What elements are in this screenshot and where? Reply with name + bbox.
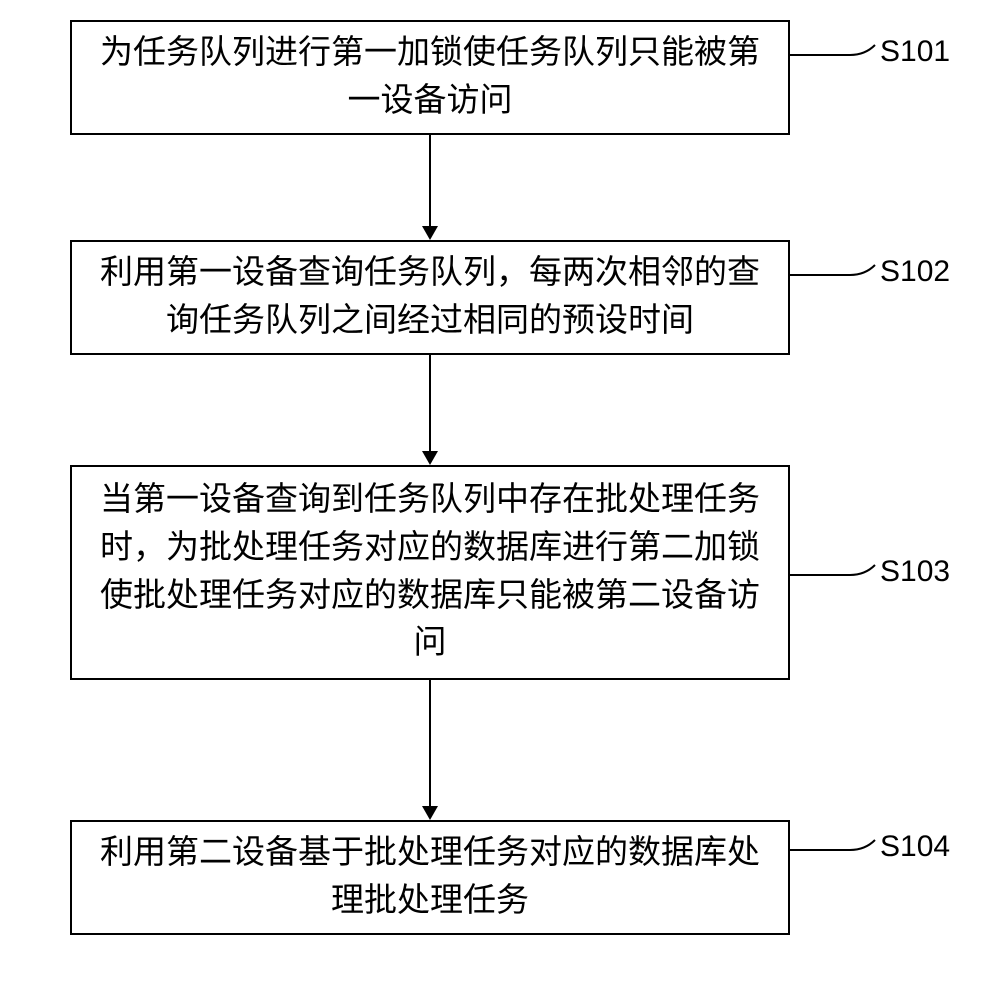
label-connector-4 [790,830,880,870]
step-text-4: 利用第二设备基于批处理任务对应的数据库处理批处理任务 [97,830,763,926]
step-label-4: S104 [880,830,950,864]
arrow-head-1 [422,226,438,240]
label-connector-1 [790,35,880,75]
step-text-2: 利用第一设备查询任务队列，每两次相邻的查询任务队列之间经过相同的预设时间 [97,250,763,346]
label-connector-2 [790,255,880,295]
flowchart-container: 为任务队列进行第一加锁使任务队列只能被第一设备访问 S101 利用第一设备查询任… [0,0,1000,998]
step-text-3: 当第一设备查询到任务队列中存在批处理任务时，为批处理任务对应的数据库进行第二加锁… [97,477,763,668]
step-box-3: 当第一设备查询到任务队列中存在批处理任务时，为批处理任务对应的数据库进行第二加锁… [70,465,790,680]
arrow-head-2 [422,451,438,465]
arrow-head-3 [422,806,438,820]
arrow-line-2 [429,355,431,453]
step-box-2: 利用第一设备查询任务队列，每两次相邻的查询任务队列之间经过相同的预设时间 [70,240,790,355]
step-box-4: 利用第二设备基于批处理任务对应的数据库处理批处理任务 [70,820,790,935]
step-text-1: 为任务队列进行第一加锁使任务队列只能被第一设备访问 [97,30,763,126]
step-label-3: S103 [880,555,950,589]
step-box-1: 为任务队列进行第一加锁使任务队列只能被第一设备访问 [70,20,790,135]
arrow-line-1 [429,135,431,228]
arrow-line-3 [429,680,431,808]
step-label-1: S101 [880,35,950,69]
label-connector-3 [790,555,880,595]
step-label-2: S102 [880,255,950,289]
